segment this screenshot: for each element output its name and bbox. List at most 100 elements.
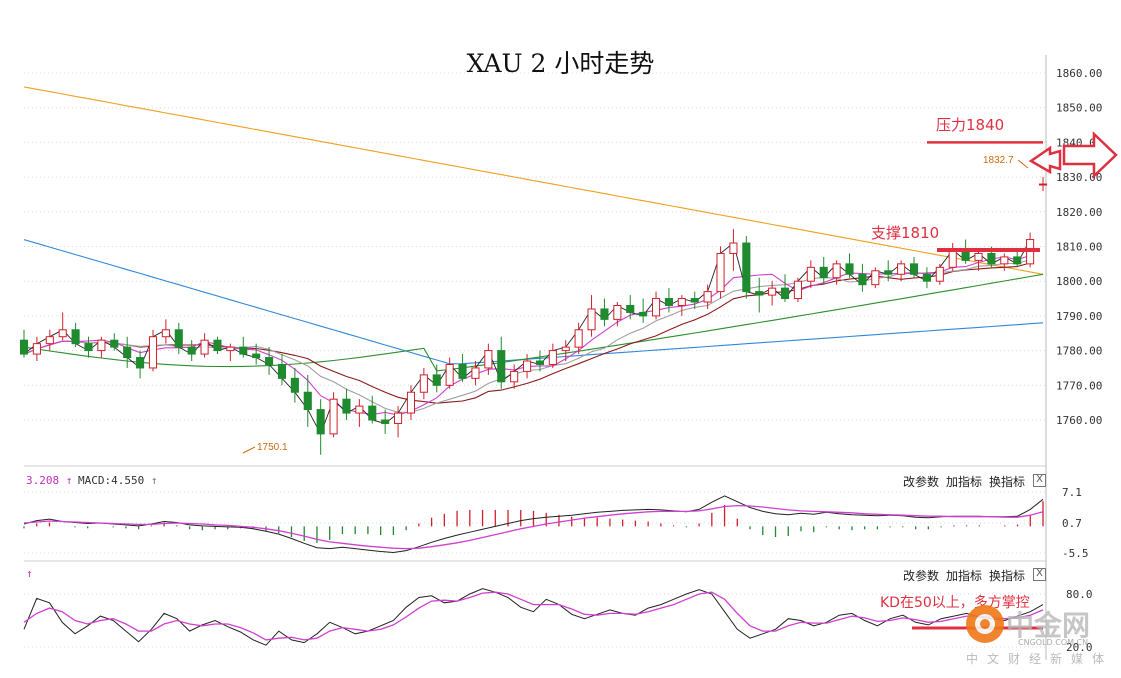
candle-body (1000, 256, 1009, 265)
kd-switch-indicator-button[interactable]: 换指标 (989, 569, 1026, 583)
candle-body (561, 346, 570, 352)
kd-add-indicator-button[interactable]: 加指标 (946, 569, 983, 583)
candle-body (832, 263, 841, 279)
moving-average-line (23, 86, 1044, 275)
candle-body (394, 412, 403, 424)
candle-body (497, 350, 506, 383)
resistance-label: 压力1840 (936, 116, 1005, 134)
price-tick-label: 1850.00 (1056, 102, 1102, 115)
candle-body (471, 367, 480, 379)
candle-body (445, 363, 454, 386)
macd-edit-params-button[interactable]: 改参数 (903, 475, 940, 489)
candle-body (690, 298, 699, 303)
candle-body (780, 287, 790, 300)
watermark-logo-icon (966, 605, 1004, 643)
low-price-label: 1750.1 (257, 442, 288, 453)
candle-body (419, 374, 428, 393)
candle-body (651, 298, 661, 317)
candle-body (677, 298, 686, 306)
macd-tick-label: 7.1 (1062, 486, 1082, 499)
candle-body (406, 391, 416, 414)
watermark-domain: CNGOLD.COM.CN (1018, 638, 1089, 647)
kd-tick-label: 80.0 (1066, 588, 1093, 601)
candle-body (200, 339, 209, 355)
candle-body (510, 370, 519, 383)
macd-dea-line (23, 504, 1044, 550)
kd-k-line (23, 588, 1044, 646)
candle-body (239, 346, 248, 355)
candle-body (626, 304, 635, 313)
moving-average-line (23, 239, 1044, 365)
candle-body (32, 343, 41, 355)
candle-body (148, 336, 158, 369)
candle-body (484, 350, 493, 369)
candle-body (819, 266, 828, 279)
candle-body (342, 398, 351, 414)
candle-body (136, 357, 145, 369)
candle-body (535, 360, 544, 365)
candle-body (909, 263, 919, 275)
high-marker-arrow-icon (1017, 159, 1029, 169)
macd-add-indicator-button[interactable]: 加指标 (946, 475, 983, 489)
kd-close-icon[interactable]: X (1033, 568, 1046, 581)
support-label: 支撑1810 (871, 224, 940, 242)
candle-body (58, 329, 67, 338)
candle-body (716, 252, 725, 293)
candle-body (213, 339, 222, 352)
candle-body (948, 249, 957, 268)
candle-body (458, 363, 467, 379)
candle-body (45, 336, 54, 345)
candle-body (329, 398, 338, 435)
price-tick-label: 1860.00 (1056, 67, 1102, 80)
candle-body (574, 329, 583, 348)
candle-body (1038, 183, 1048, 186)
macd-tick-label: 0.7 (1062, 517, 1082, 530)
watermark-brand: 中金网 (1006, 609, 1091, 642)
macd-close-icon[interactable]: X (1033, 474, 1046, 487)
price-tick-label: 1780.00 (1056, 345, 1102, 358)
candle-body (793, 280, 802, 300)
price-tick-label: 1790.00 (1056, 310, 1102, 323)
candle-body (742, 242, 751, 293)
candle-body (729, 242, 738, 254)
price-tick-label: 1760.00 (1056, 414, 1102, 427)
right-arrow-icon (1028, 145, 1062, 175)
kd-d-line (23, 591, 1044, 641)
macd-readout-a: 3.208 ↑ (26, 474, 73, 487)
kd-tick-label: 20.0 (1066, 641, 1093, 654)
up-arrow-icon: ↑ (150, 474, 158, 487)
candle-body (768, 287, 777, 296)
candle-body (161, 329, 170, 338)
price-tick-label: 1830.00 (1056, 171, 1102, 184)
candle-body (703, 291, 712, 303)
candle-body (922, 273, 931, 282)
candle-body (368, 405, 377, 421)
candle-body (664, 298, 673, 306)
candle-body (548, 350, 557, 365)
candle-body (226, 346, 235, 352)
candle-body (97, 339, 106, 352)
candle-body (71, 329, 80, 345)
candle-body (316, 409, 325, 435)
kd-up-arrow-icon: ↑ (26, 567, 33, 580)
candle-body (858, 273, 867, 286)
candle-body (277, 363, 287, 379)
candle-body (290, 377, 299, 393)
candle-body (110, 339, 119, 348)
moving-average-line (23, 273, 1044, 372)
candle-body (84, 343, 93, 352)
right-arrow-icon (1062, 131, 1118, 179)
price-tick-label: 1820.00 (1056, 206, 1102, 219)
candle-body (871, 270, 880, 286)
macd-tick-label: -5.5 (1062, 547, 1089, 560)
price-tick-label: 1810.00 (1056, 241, 1102, 254)
macd-switch-indicator-button[interactable]: 换指标 (989, 475, 1026, 489)
candle-body (639, 311, 648, 317)
kd-edit-params-button[interactable]: 改参数 (903, 569, 940, 583)
candle-body (613, 304, 622, 320)
candle-body (174, 329, 183, 348)
candle-body (432, 374, 441, 386)
candle-body (806, 266, 815, 282)
